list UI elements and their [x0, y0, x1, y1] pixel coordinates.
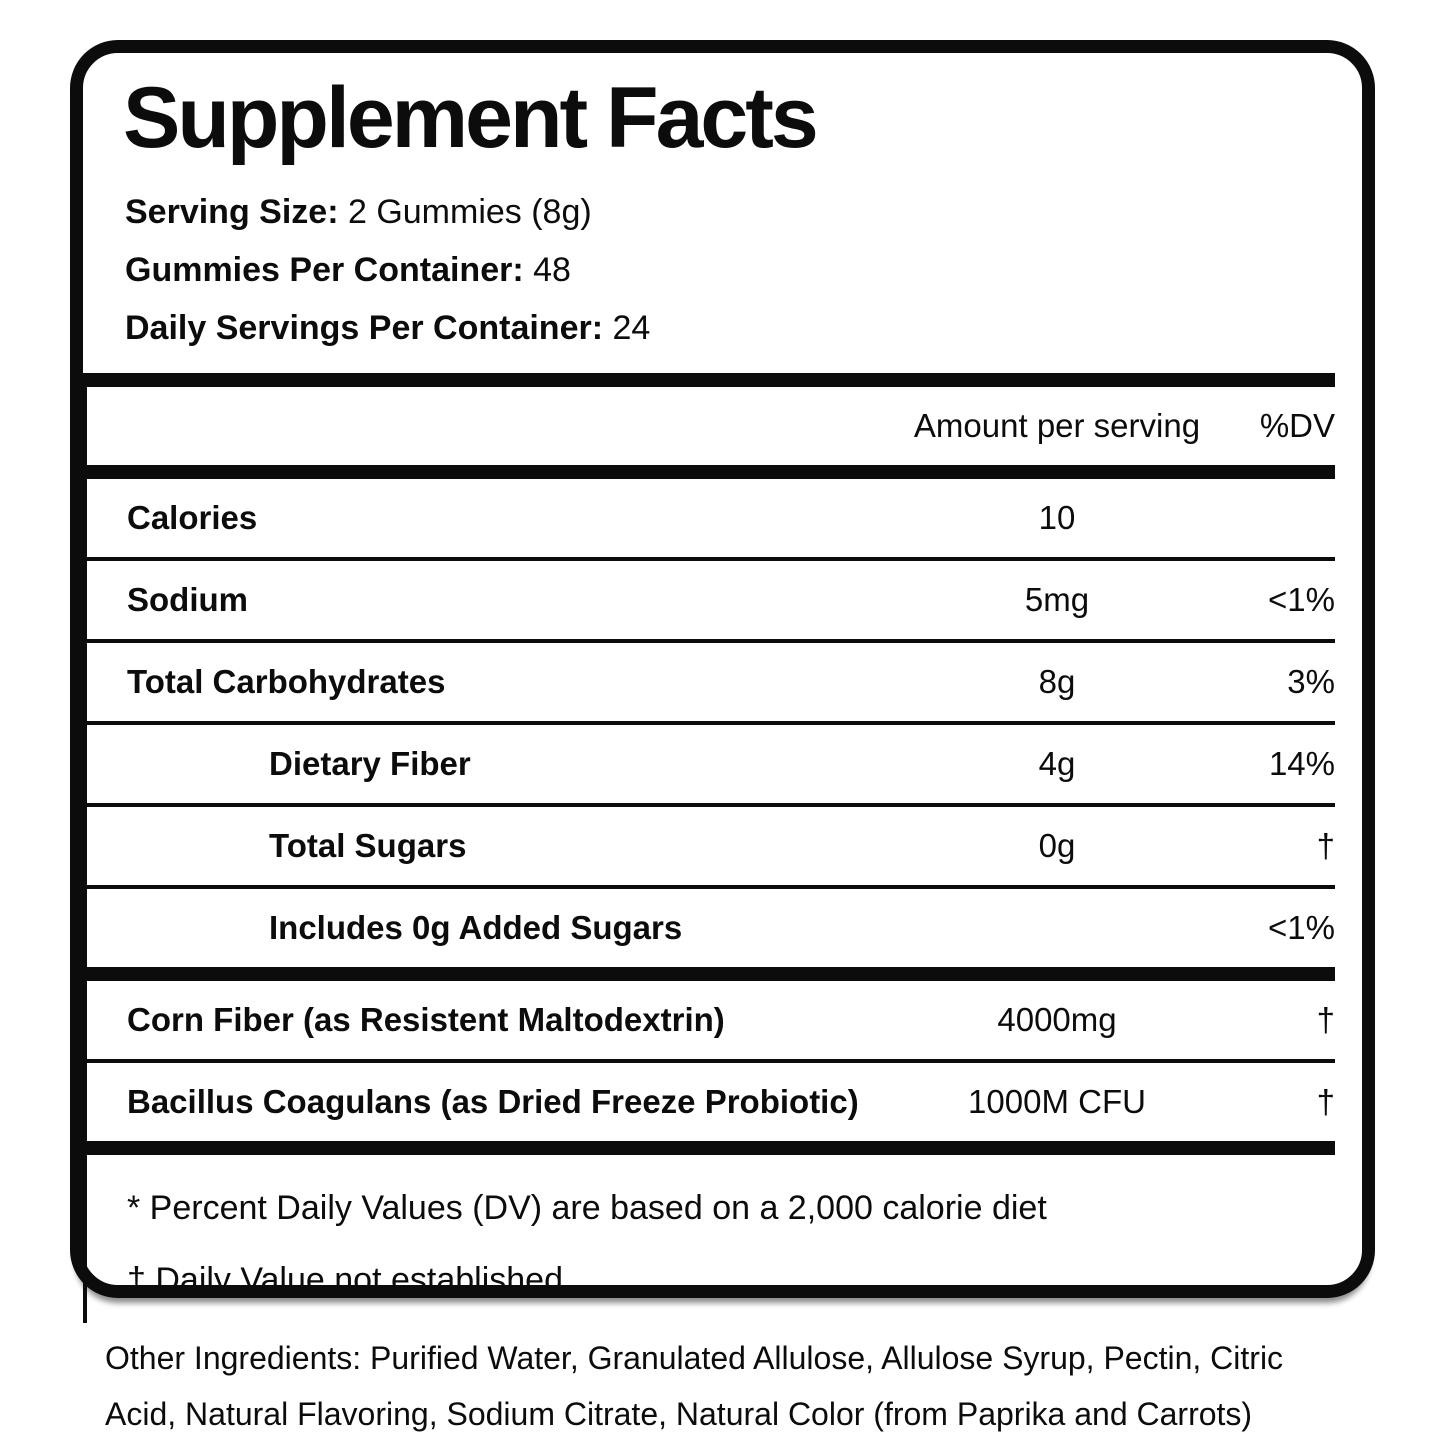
other-ingredients-line-2: Acid, Natural Flavoring, Sodium Citrate,… [105, 1396, 1253, 1432]
gummies-per-container-label: Gummies Per Container: [125, 251, 524, 289]
table-row-sodium: Sodium 5mg <1% [87, 557, 1335, 639]
facts-table: Amount per serving %DV Calories 10 Sodiu… [83, 373, 1335, 1323]
table-row-dietary-fiber: Dietary Fiber 4g 14% [87, 721, 1335, 803]
panel-title: Supplement Facts [123, 70, 819, 166]
supplement-rows-group: Corn Fiber (as Resistent Maltodextrin) 4… [87, 981, 1335, 1141]
gummies-per-container-line: Gummies Per Container: 48 [125, 241, 1362, 299]
table-row-total-sugars: Total Sugars 0g † [87, 803, 1335, 885]
footnote-daily-value: † Daily Value not established [127, 1261, 563, 1299]
thick-separator-bar-header [87, 465, 1335, 479]
table-row-total-carbohydrates: Total Carbohydrates 8g 3% [87, 639, 1335, 721]
footnotes: * Percent Daily Values (DV) are based on… [87, 1155, 1335, 1309]
serving-info: Serving Size: 2 Gummies (8g) Gummies Per… [125, 183, 1362, 357]
table-row-corn-fiber: Corn Fiber (as Resistent Maltodextrin) 4… [127, 1001, 1335, 1038]
table-row-bacillus-coagulans: Bacillus Coagulans (as Dried Freeze Prob… [87, 1059, 1335, 1141]
other-ingredients: Other Ingredients: Purified Water, Granu… [105, 1330, 1440, 1442]
serving-size-label: Serving Size: [125, 193, 339, 231]
daily-servings-line: Daily Servings Per Container: 24 [125, 299, 1362, 357]
footnote-percent-dv: * Percent Daily Values (DV) are based on… [127, 1189, 1047, 1227]
daily-servings-label: Daily Servings Per Container: [125, 309, 604, 347]
thick-separator-bar-top [87, 373, 1335, 387]
table-header-row: Amount per serving %DV [87, 387, 1335, 465]
gummies-per-container-value: 48 [533, 251, 571, 289]
serving-size-line: Serving Size: 2 Gummies (8g) [125, 183, 1362, 241]
supplement-facts-panel: Supplement Facts Serving Size: 2 Gummies… [70, 40, 1375, 1323]
other-ingredients-line-1: Other Ingredients: Purified Water, Granu… [105, 1340, 1284, 1376]
daily-servings-value: 24 [612, 309, 651, 347]
header-percent-dv: %DV [1259, 407, 1335, 444]
header-amount-per-serving: Amount per serving [913, 407, 1201, 444]
serving-size-value: 2 Gummies (8g) [347, 193, 592, 231]
thick-separator-bar-supplements [87, 967, 1335, 981]
table-row-added-sugars: Includes 0g Added Sugars <1% [87, 885, 1335, 967]
nutrient-rows-group: Calories 10 Sodium 5mg <1% Total Carbohy… [87, 479, 1335, 967]
thick-separator-bar-footnotes [87, 1141, 1335, 1155]
table-row-calories: Calories 10 [127, 499, 1076, 536]
